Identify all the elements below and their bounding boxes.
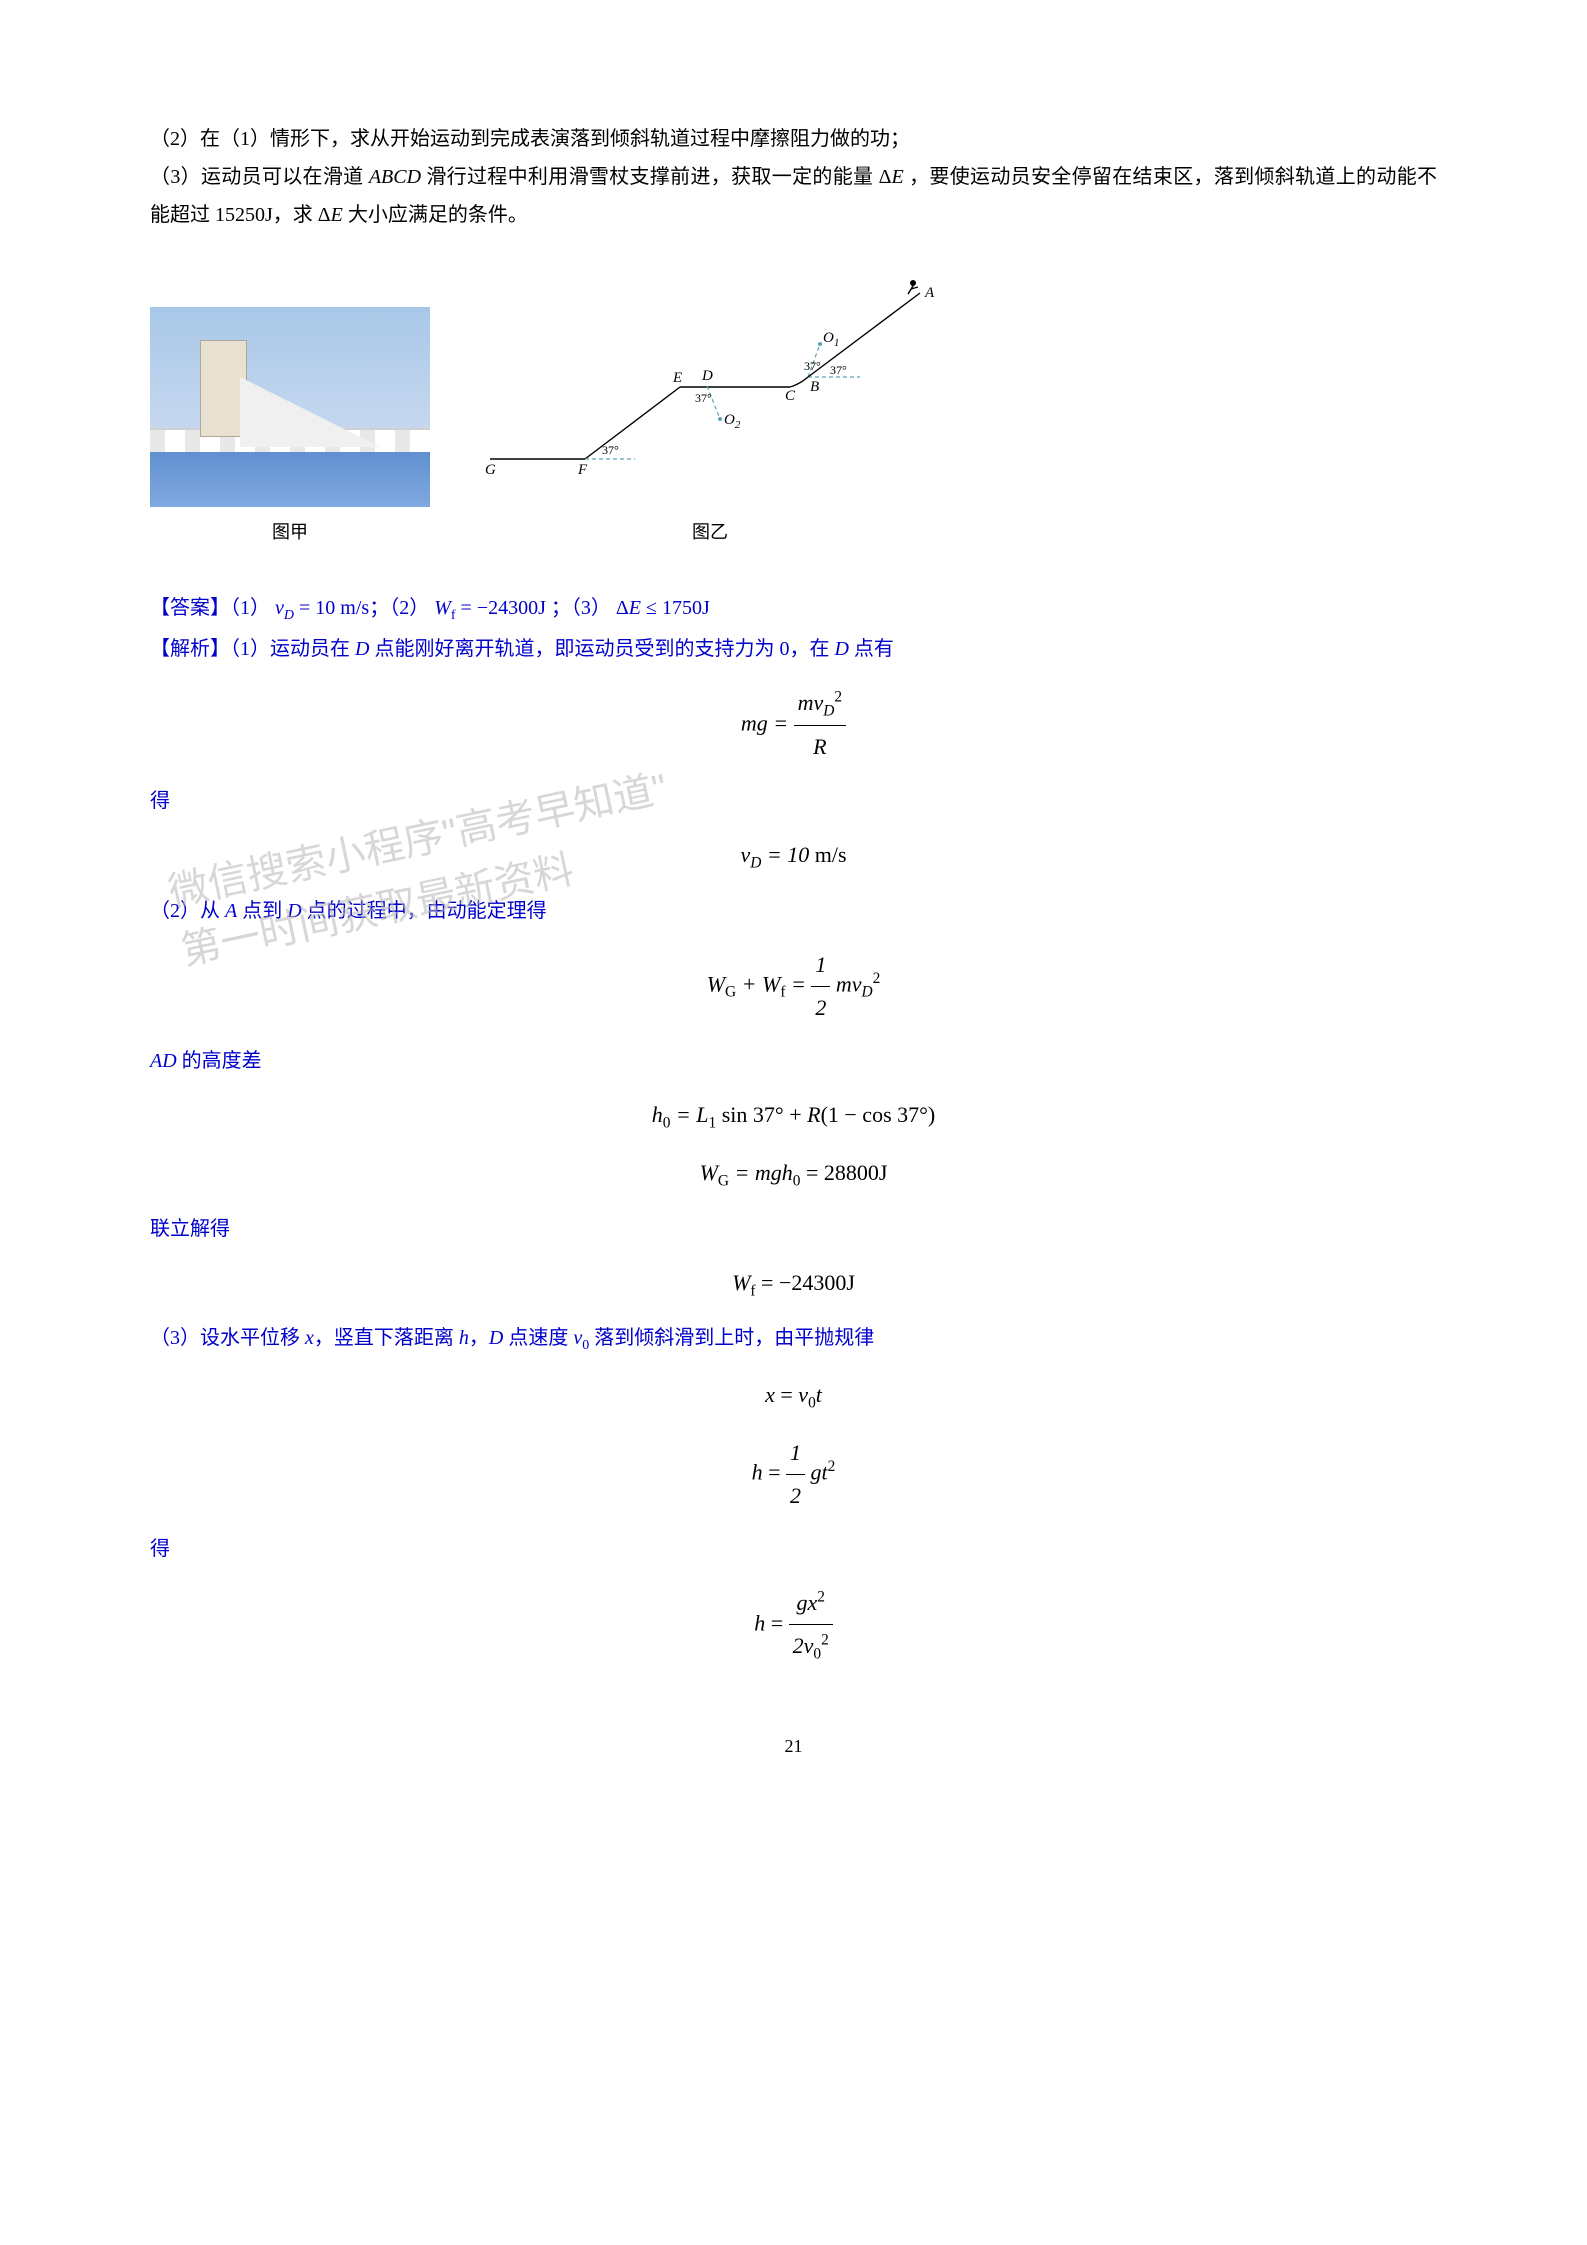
ans-1-eq: = 10 [294, 597, 340, 619]
ans-2-w: Wf [434, 597, 455, 619]
equation-9: h = gx2 2v02 [150, 1582, 1437, 1668]
angle-D: 37° [695, 391, 712, 405]
angle-B2: 37° [830, 363, 847, 377]
ans-3-de: ΔE [616, 597, 641, 619]
page-number: 21 [150, 1729, 1437, 1763]
analysis-line-4: 联立解得 [150, 1210, 1437, 1248]
delta-e: ΔE [318, 204, 343, 226]
text: （2）从 [150, 900, 225, 922]
text: ，竖直下落距离 [314, 1327, 459, 1349]
analysis-line-5: （3）设水平位移 x，竖直下落距离 h，D 点速度 v0 落到倾斜滑到上时，由平… [150, 1319, 1437, 1360]
pt-D: D [489, 1327, 503, 1349]
track-diagram: G F 37° E D C O2 37° B O1 37° 37° [470, 264, 950, 494]
text: 点的过程中，由动能定理得 [302, 900, 547, 922]
question-part-3: （3）运动员可以在滑道 ABCD 滑行过程中利用滑雪杖支撑前进，获取一定的能量 … [150, 158, 1437, 234]
ans-1-unit: m/s [340, 597, 369, 619]
label-abcd: ABCD [369, 166, 421, 188]
text: 落到倾斜滑到上时，由平抛规律 [589, 1327, 874, 1349]
skier-icon [908, 280, 918, 294]
analysis-line-1: 【解析】（1）运动员在 D 点能刚好离开轨道，即运动员受到的支持力为 0，在 D… [150, 630, 1437, 668]
ans-1-v: vD [275, 597, 294, 619]
figure-1: 图甲 [150, 307, 430, 549]
label-E: E [672, 370, 682, 386]
text-de-1: 得 [150, 782, 1437, 820]
text: （3）运动员可以在滑道 [150, 166, 369, 188]
text: 大小应满足的条件。 [343, 204, 528, 226]
figures-row: 图甲 G F 37° E D C O2 37° B [150, 264, 1437, 549]
equation-6: Wf = −24300J [150, 1262, 1437, 1306]
analysis-label: 【解析】 [150, 638, 230, 660]
ans-3-eq: ≤ 1750J [641, 597, 710, 619]
equation-3: WG + Wf = 12 mvD2 [150, 944, 1437, 1029]
label-D: D [701, 368, 713, 384]
equation-7: x = v0t [150, 1374, 1437, 1418]
ans-1-label: （1） [230, 597, 270, 619]
ans-2-label: （2） [389, 597, 429, 619]
question-part-2: （2）在（1）情形下，求从开始运动到完成表演落到倾斜轨道过程中摩擦阻力做的功； [150, 120, 1437, 158]
text: （1）运动员在 [230, 638, 355, 660]
label-AD: AD [150, 1050, 177, 1072]
angle-F: 37° [602, 443, 619, 457]
equation-4: h0 = L1 sin 37° + R(1 − cos 37°) [150, 1094, 1437, 1138]
var-x: x [305, 1327, 314, 1349]
text: （3）设水平位移 [150, 1327, 305, 1349]
text: 点到 [237, 900, 287, 922]
var-h: h [459, 1327, 469, 1349]
pt-D: D [834, 638, 848, 660]
label-G: G [485, 462, 496, 478]
pt-D: D [355, 638, 369, 660]
var-v0: v0 [573, 1327, 589, 1349]
pt-A: A [225, 900, 237, 922]
label-C: C [785, 388, 796, 404]
delta-e: ΔΔEE [879, 166, 904, 188]
text: 点有 [849, 638, 894, 660]
analysis-line-2: （2）从 A 点到 D 点的过程中，由动能定理得 [150, 892, 1437, 930]
photo-ski-jump [150, 307, 430, 507]
figure-2: G F 37° E D C O2 37° B O1 37° 37° [470, 264, 950, 549]
ans-3-label: （3） [571, 597, 611, 619]
caption-2: 图乙 [470, 515, 950, 549]
sep: ； [546, 597, 571, 619]
analysis-line-3: AD 的高度差 [150, 1042, 1437, 1080]
label-F: F [577, 462, 588, 478]
ans-2-eq: = −24300J [456, 597, 546, 619]
answer-label: 【答案】 [150, 597, 230, 619]
pt-D: D [287, 900, 301, 922]
label-O1: O1 [823, 330, 839, 349]
answer-line: 【答案】（1） vD = 10 m/s；（2） Wf = −24300J ；（3… [150, 589, 1437, 630]
label-B: B [810, 379, 819, 395]
text: 点速度 [503, 1327, 573, 1349]
label-O2: O2 [724, 412, 741, 431]
angle-B1: 37° [804, 359, 821, 373]
equation-5: WG = mgh0 = 28800J [150, 1152, 1437, 1196]
text: 的高度差 [177, 1050, 262, 1072]
text: 滑行过程中利用滑雪杖支撑前进，获取一定的能量 [421, 166, 879, 188]
text-de-2: 得 [150, 1530, 1437, 1568]
equation-1: mg = mvD2 R [150, 682, 1437, 768]
equation-2: vD = 10 m/s [150, 834, 1437, 878]
text: ， [469, 1327, 489, 1349]
text: 点能刚好离开轨道，即运动员受到的支持力为 0，在 [369, 638, 834, 660]
caption-1: 图甲 [150, 515, 430, 549]
sep: ； [369, 597, 389, 619]
label-A: A [924, 285, 935, 301]
equation-8: h = 12 gt2 [150, 1432, 1437, 1517]
